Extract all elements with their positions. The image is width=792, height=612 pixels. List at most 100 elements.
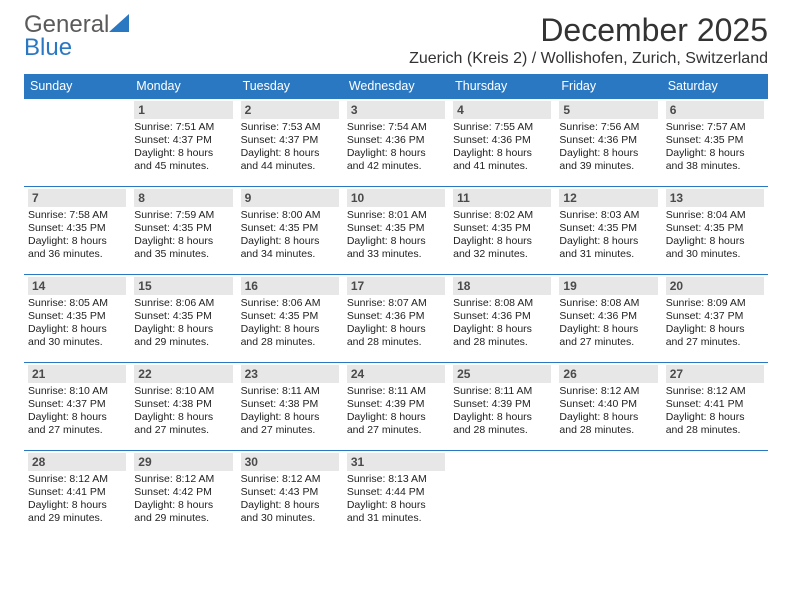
sunset-line: Sunset: 4:38 PM bbox=[241, 398, 339, 411]
day-number: 3 bbox=[347, 101, 445, 119]
day-number: 1 bbox=[134, 101, 232, 119]
sunrise-line: Sunrise: 8:06 AM bbox=[241, 297, 339, 310]
day-number: 18 bbox=[453, 277, 551, 295]
weekday-header-row: SundayMondayTuesdayWednesdayThursdayFrid… bbox=[24, 74, 768, 99]
day-details: Sunrise: 8:00 AMSunset: 4:35 PMDaylight:… bbox=[241, 209, 339, 262]
calendar-cell: 4Sunrise: 7:55 AMSunset: 4:36 PMDaylight… bbox=[449, 98, 555, 186]
calendar-cell: 22Sunrise: 8:10 AMSunset: 4:38 PMDayligh… bbox=[130, 362, 236, 450]
day-details: Sunrise: 7:56 AMSunset: 4:36 PMDaylight:… bbox=[559, 121, 657, 174]
sunrise-line: Sunrise: 7:59 AM bbox=[134, 209, 232, 222]
sunset-line: Sunset: 4:41 PM bbox=[666, 398, 764, 411]
daylight-line: Daylight: 8 hours and 42 minutes. bbox=[347, 147, 445, 173]
weekday-header: Thursday bbox=[449, 74, 555, 99]
day-details: Sunrise: 8:08 AMSunset: 4:36 PMDaylight:… bbox=[453, 297, 551, 350]
calendar-cell: 28Sunrise: 8:12 AMSunset: 4:41 PMDayligh… bbox=[24, 450, 130, 538]
day-number: 15 bbox=[134, 277, 232, 295]
day-number: 26 bbox=[559, 365, 657, 383]
calendar-cell bbox=[555, 450, 661, 538]
sunrise-line: Sunrise: 8:12 AM bbox=[241, 473, 339, 486]
day-number: 21 bbox=[28, 365, 126, 383]
sunset-line: Sunset: 4:35 PM bbox=[559, 222, 657, 235]
daylight-line: Daylight: 8 hours and 30 minutes. bbox=[28, 323, 126, 349]
sunset-line: Sunset: 4:36 PM bbox=[559, 134, 657, 147]
page-subtitle: Zuerich (Kreis 2) / Wollishofen, Zurich,… bbox=[409, 50, 768, 68]
day-details: Sunrise: 8:06 AMSunset: 4:35 PMDaylight:… bbox=[241, 297, 339, 350]
calendar-cell: 23 Sunrise: 8:11 AMSunset: 4:38 PMDayligh… bbox=[237, 362, 343, 450]
sunrise-line: Sunrise: 8:11 AM bbox=[241, 385, 339, 398]
day-details: Sunrise: 8:12 AMSunset: 4:41 PMDaylight:… bbox=[666, 385, 764, 438]
calendar-cell: 10 Sunrise: 8:01 AMSunset: 4:35 PMDayligh… bbox=[343, 186, 449, 274]
sunrise-line: Sunrise: 8:13 AM bbox=[347, 473, 445, 486]
sunset-line: Sunset: 4:36 PM bbox=[347, 310, 445, 323]
day-details: Sunrise: 8:10 AMSunset: 4:38 PMDaylight:… bbox=[134, 385, 232, 438]
brand-triangle-icon bbox=[109, 14, 129, 35]
calendar-table: SundayMondayTuesdayWednesdayThursdayFrid… bbox=[24, 74, 768, 539]
daylight-line: Daylight: 8 hours and 28 minutes. bbox=[453, 411, 551, 437]
day-details: Sunrise: 8:01 AMSunset: 4:35 PMDaylight:… bbox=[347, 209, 445, 262]
day-details: Sunrise: 8:09 AMSunset: 4:37 PMDaylight:… bbox=[666, 297, 764, 350]
sunset-line: Sunset: 4:35 PM bbox=[453, 222, 551, 235]
sunrise-line: Sunrise: 8:04 AM bbox=[666, 209, 764, 222]
sunrise-line: Sunrise: 8:10 AM bbox=[134, 385, 232, 398]
sunset-line: Sunset: 4:35 PM bbox=[28, 222, 126, 235]
day-number: 11 bbox=[453, 189, 551, 207]
sunrise-line: Sunrise: 8:12 AM bbox=[28, 473, 126, 486]
day-number: 7 bbox=[28, 189, 126, 207]
day-details: Sunrise: 8:12 AMSunset: 4:43 PMDaylight:… bbox=[241, 473, 339, 526]
calendar-week-row: 28Sunrise: 8:12 AMSunset: 4:41 PMDayligh… bbox=[24, 450, 768, 538]
sunset-line: Sunset: 4:40 PM bbox=[559, 398, 657, 411]
sunset-line: Sunset: 4:36 PM bbox=[559, 310, 657, 323]
sunrise-line: Sunrise: 8:08 AM bbox=[559, 297, 657, 310]
calendar-cell: 5Sunrise: 7:56 AMSunset: 4:36 PMDaylight… bbox=[555, 98, 661, 186]
sunrise-line: Sunrise: 7:55 AM bbox=[453, 121, 551, 134]
sunset-line: Sunset: 4:41 PM bbox=[28, 486, 126, 499]
day-number: 20 bbox=[666, 277, 764, 295]
day-number: 29 bbox=[134, 453, 232, 471]
day-details: Sunrise: 7:55 AMSunset: 4:36 PMDaylight:… bbox=[453, 121, 551, 174]
title-block: December 2025 Zuerich (Kreis 2) / Wollis… bbox=[409, 14, 768, 68]
sunrise-line: Sunrise: 8:09 AM bbox=[666, 297, 764, 310]
daylight-line: Daylight: 8 hours and 29 minutes. bbox=[134, 499, 232, 525]
sunset-line: Sunset: 4:35 PM bbox=[28, 310, 126, 323]
calendar-cell: 25Sunrise: 8:11 AMSunset: 4:39 PMDayligh… bbox=[449, 362, 555, 450]
day-details: Sunrise: 8:11 AMSunset: 4:39 PMDaylight:… bbox=[453, 385, 551, 438]
daylight-line: Daylight: 8 hours and 27 minutes. bbox=[134, 411, 232, 437]
daylight-line: Daylight: 8 hours and 35 minutes. bbox=[134, 235, 232, 261]
calendar-cell: 13Sunrise: 8:04 AMSunset: 4:35 PMDayligh… bbox=[662, 186, 768, 274]
day-details: Sunrise: 8:10 AMSunset: 4:37 PMDaylight:… bbox=[28, 385, 126, 438]
daylight-line: Daylight: 8 hours and 33 minutes. bbox=[347, 235, 445, 261]
day-details: Sunrise: 7:54 AMSunset: 4:36 PMDaylight:… bbox=[347, 121, 445, 174]
day-number: 14 bbox=[28, 277, 126, 295]
day-details: Sunrise: 8:07 AMSunset: 4:36 PMDaylight:… bbox=[347, 297, 445, 350]
weekday-header: Monday bbox=[130, 74, 236, 99]
day-details: Sunrise: 7:59 AMSunset: 4:35 PMDaylight:… bbox=[134, 209, 232, 262]
sunset-line: Sunset: 4:37 PM bbox=[666, 310, 764, 323]
daylight-line: Daylight: 8 hours and 31 minutes. bbox=[347, 499, 445, 525]
calendar-cell: 21 Sunrise: 8:10 AMSunset: 4:37 PMDayligh… bbox=[24, 362, 130, 450]
calendar-page: General Blue December 2025 Zuerich (Krei… bbox=[0, 0, 792, 612]
calendar-cell: 26 Sunrise: 8:12 AMSunset: 4:40 PMDayligh… bbox=[555, 362, 661, 450]
sunset-line: Sunset: 4:35 PM bbox=[666, 222, 764, 235]
day-details: Sunrise: 8:12 AMSunset: 4:40 PMDaylight:… bbox=[559, 385, 657, 438]
calendar-cell: 30Sunrise: 8:12 AMSunset: 4:43 PMDayligh… bbox=[237, 450, 343, 538]
day-number: 31 bbox=[347, 453, 445, 471]
weekday-header: Sunday bbox=[24, 74, 130, 99]
calendar-cell: 12Sunrise: 8:03 AMSunset: 4:35 PMDayligh… bbox=[555, 186, 661, 274]
day-details: Sunrise: 8:02 AMSunset: 4:35 PMDaylight:… bbox=[453, 209, 551, 262]
brand-text: General Blue bbox=[24, 14, 129, 60]
sunset-line: Sunset: 4:37 PM bbox=[28, 398, 126, 411]
sunset-line: Sunset: 4:42 PM bbox=[134, 486, 232, 499]
day-number: 10 bbox=[347, 189, 445, 207]
daylight-line: Daylight: 8 hours and 27 minutes. bbox=[241, 411, 339, 437]
day-details: Sunrise: 8:13 AMSunset: 4:44 PMDaylight:… bbox=[347, 473, 445, 526]
weekday-header: Wednesday bbox=[343, 74, 449, 99]
day-details: Sunrise: 8:11 AMSunset: 4:38 PMDaylight:… bbox=[241, 385, 339, 438]
day-number: 23 bbox=[241, 365, 339, 383]
daylight-line: Daylight: 8 hours and 27 minutes. bbox=[347, 411, 445, 437]
daylight-line: Daylight: 8 hours and 29 minutes. bbox=[134, 323, 232, 349]
daylight-line: Daylight: 8 hours and 27 minutes. bbox=[559, 323, 657, 349]
calendar-cell: 31 Sunrise: 8:13 AMSunset: 4:44 PMDayligh… bbox=[343, 450, 449, 538]
calendar-week-row: 1Sunrise: 7:51 AMSunset: 4:37 PMDaylight… bbox=[24, 98, 768, 186]
sunrise-line: Sunrise: 8:11 AM bbox=[347, 385, 445, 398]
day-number: 2 bbox=[241, 101, 339, 119]
